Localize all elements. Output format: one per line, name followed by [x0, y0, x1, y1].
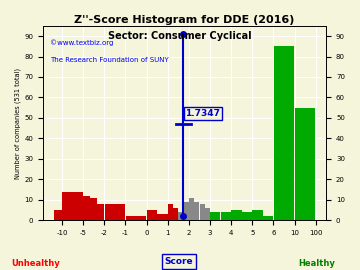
Bar [210, 212, 220, 220]
Bar [105, 204, 125, 220]
Bar [97, 204, 104, 220]
Bar [173, 208, 178, 220]
Bar [54, 210, 62, 220]
Text: The Research Foundation of SUNY: The Research Foundation of SUNY [50, 57, 169, 63]
Bar [62, 192, 83, 220]
Bar [263, 216, 273, 220]
Text: Sector: Consumer Cyclical: Sector: Consumer Cyclical [108, 31, 252, 41]
Bar [184, 202, 189, 220]
Bar [221, 212, 231, 220]
Bar [157, 214, 167, 220]
Text: 1.7347: 1.7347 [185, 109, 220, 118]
Bar [242, 212, 252, 220]
Bar [205, 208, 210, 220]
Bar [194, 202, 199, 220]
Y-axis label: Number of companies (531 total): Number of companies (531 total) [15, 68, 22, 179]
Text: Healthy: Healthy [298, 259, 335, 268]
Bar [83, 196, 90, 220]
Bar [295, 108, 315, 220]
Bar [126, 216, 146, 220]
Bar [90, 198, 97, 220]
Bar [252, 210, 263, 220]
Bar [147, 210, 157, 220]
Bar [189, 198, 194, 220]
Text: Score: Score [165, 257, 193, 266]
Bar [178, 212, 184, 220]
Text: ©www.textbiz.org: ©www.textbiz.org [50, 39, 113, 46]
Text: Unhealthy: Unhealthy [12, 259, 60, 268]
Title: Z''-Score Histogram for DDE (2016): Z''-Score Histogram for DDE (2016) [75, 15, 295, 25]
Bar [199, 204, 204, 220]
Bar [231, 210, 242, 220]
Bar [168, 204, 173, 220]
Bar [274, 46, 294, 220]
